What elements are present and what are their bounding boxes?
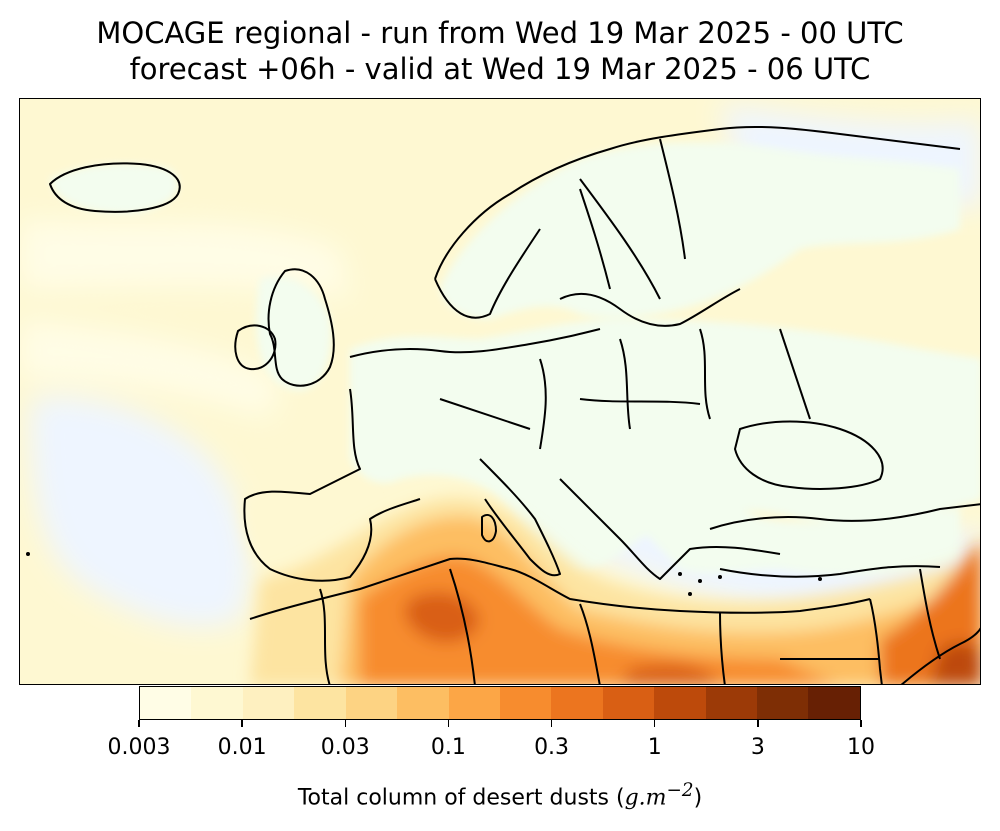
island: [688, 592, 692, 596]
border-libya-egypt: [719, 611, 726, 684]
border-central-europe-1: [539, 358, 547, 450]
coastline-france-iberia: [243, 388, 421, 582]
coastline-turkey: [709, 503, 980, 578]
colorbar-bin: [345, 687, 398, 719]
colorbar-bin: [242, 687, 295, 719]
island: [818, 577, 822, 581]
colorbar-label: Total column of desert dusts (g.m−2): [0, 776, 1000, 813]
island: [26, 552, 30, 556]
land-europe-mainland: [350, 319, 980, 573]
border-scandinavia: [579, 188, 611, 290]
island: [698, 579, 702, 583]
coastline-great-britain: [267, 268, 335, 387]
coastlines-and-borders: [49, 125, 980, 684]
border-maghreb-2: [449, 568, 476, 684]
colorbar-bin: [294, 687, 346, 719]
land-scandinavia: [440, 142, 960, 319]
border-libya: [579, 603, 601, 684]
atlantic-streak: [20, 319, 280, 419]
map-canvas: [20, 99, 980, 684]
colorbar-label-exponent: −2: [666, 780, 694, 801]
border-central-europe-2: [619, 338, 631, 430]
coastline-red-sea: [900, 627, 980, 684]
border-finland: [659, 138, 686, 260]
colorbar-tick-label: 3: [750, 735, 765, 760]
coastline-italy: [479, 458, 561, 577]
coastline-levant: [869, 598, 883, 684]
colorbar-tick: [550, 720, 553, 727]
border-poland-ukraine: [699, 328, 711, 420]
colorbar-tick: [860, 720, 862, 727]
coastline-black-sea: [734, 420, 884, 490]
island: [718, 575, 722, 579]
colorbar-bin: [705, 687, 758, 719]
colorbar-tick-label: 0.01: [217, 735, 267, 760]
colorbar-tick: [654, 720, 656, 727]
dust-plume-mid2: [360, 556, 836, 684]
colorbar-bin: [448, 687, 500, 719]
clean-air-atlantic: [30, 396, 250, 628]
colorbar-tick: [757, 720, 759, 727]
colorbar-bin: [757, 687, 809, 719]
colorbar-tick-label: 0.003: [107, 735, 171, 760]
border-eastern-europe: [579, 398, 701, 405]
colorbar-tick: [241, 720, 243, 727]
colorbar-tick: [138, 720, 140, 727]
chart-title-line-2: forecast +06h - valid at Wed 19 Mar 2025…: [129, 52, 871, 86]
colorbar-tick-label: 10: [847, 735, 875, 760]
colorbar-bin: [551, 687, 603, 719]
coastline-ireland: [234, 324, 277, 371]
colorbar-bin: [499, 687, 552, 719]
border-maghreb-1: [319, 588, 331, 684]
island-markers: [26, 552, 822, 596]
chart-title-line-1: MOCAGE regional - run from Wed 19 Mar 20…: [96, 16, 904, 50]
colorbar-bin: [654, 687, 706, 719]
land-balkans-turkey: [620, 486, 960, 576]
dust-forecast-map: [19, 98, 981, 685]
border-france-germany: [439, 398, 531, 430]
colorbar-tick: [344, 720, 346, 727]
coastline-scandinavia: [434, 125, 961, 319]
colorbar-tick-label: 1: [647, 735, 662, 760]
colorbar-tick: [447, 720, 450, 727]
colorbar-bin: [191, 687, 243, 719]
land-iceland: [50, 163, 178, 214]
colorbar-tick-label: 0.03: [320, 735, 370, 760]
dust-plume-core2: [621, 664, 719, 684]
coastline-baltic: [559, 288, 741, 327]
border-ukraine-russia: [779, 328, 811, 420]
colorbar-bin: [602, 687, 655, 719]
coastline-north-africa: [249, 557, 871, 620]
coastline-iceland: [49, 162, 181, 213]
border-levant: [919, 568, 941, 660]
colorbar: [139, 686, 861, 720]
coastline-europe-north: [349, 328, 601, 358]
colorbar-bin: [140, 687, 192, 719]
colorbar-bin: [397, 687, 449, 719]
coastline-sardinia: [481, 513, 497, 543]
island: [678, 572, 682, 576]
coastline-balkans-greece: [559, 478, 781, 580]
colorbar-bin: [808, 687, 860, 719]
colorbar-label-unit: g.m: [624, 785, 667, 811]
colorbar-label-text: Total column of desert dusts (: [297, 785, 625, 811]
colorbar-tick-label: 0.1: [430, 735, 466, 760]
colorbar-tick-label: 0.3: [534, 735, 570, 760]
colorbar-label-close: ): [693, 785, 703, 811]
